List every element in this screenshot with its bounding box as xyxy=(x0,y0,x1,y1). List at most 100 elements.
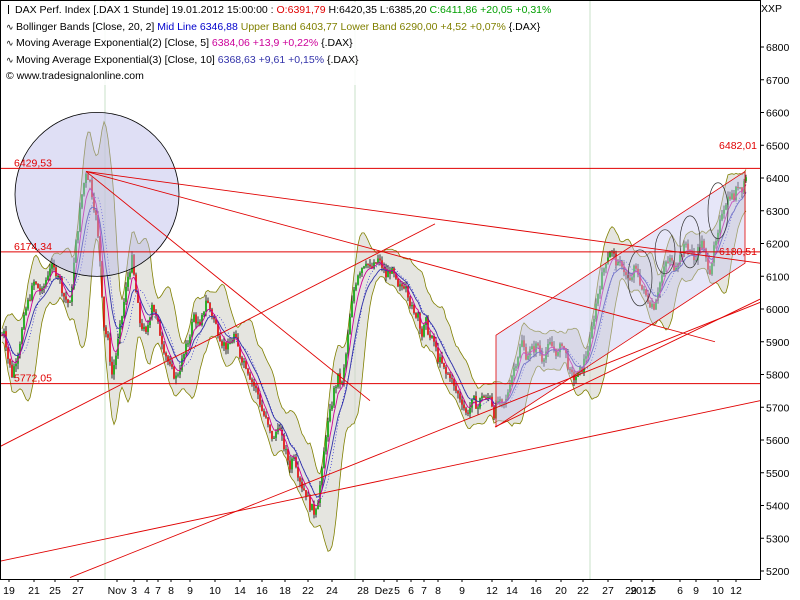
candle-body xyxy=(171,364,173,367)
candle-body xyxy=(469,407,471,414)
candle-body xyxy=(569,369,571,371)
candle-body xyxy=(605,263,607,269)
candle-body xyxy=(455,385,457,391)
candle-body xyxy=(369,264,371,267)
candle-body xyxy=(259,394,261,405)
candle-body xyxy=(345,354,347,368)
candle-body xyxy=(607,257,609,264)
candle-body xyxy=(315,509,317,515)
candle-body xyxy=(389,270,391,274)
grid xyxy=(104,0,591,579)
x-tick-label: 27 xyxy=(602,585,614,597)
y-tick-label: 5300 xyxy=(766,533,790,545)
indicator-value-part: {.DAX} xyxy=(508,20,541,33)
candle-body xyxy=(103,296,105,328)
x-tick-label: 4 xyxy=(144,585,150,597)
candle-body xyxy=(487,396,489,399)
candle-body xyxy=(245,361,247,369)
candle-body xyxy=(25,308,27,315)
candle-body xyxy=(163,344,165,353)
candle-body xyxy=(225,342,227,350)
indicator-value-part: {.DAX} xyxy=(326,53,359,66)
candle-body xyxy=(511,375,513,385)
candle-symbol-icon xyxy=(8,5,12,14)
candle-body xyxy=(309,495,311,511)
candle-body xyxy=(705,248,707,258)
candle-body xyxy=(717,232,719,242)
candle-body xyxy=(711,262,713,275)
candle-body xyxy=(661,275,663,283)
candle-body xyxy=(657,292,659,301)
candle-body xyxy=(421,328,423,337)
candle-body xyxy=(185,343,187,355)
open-value: O:6391,79 xyxy=(276,4,326,16)
candle-body xyxy=(683,244,685,257)
candle-body xyxy=(439,357,441,363)
candle-body xyxy=(419,313,421,329)
y-tick-label: 5900 xyxy=(766,337,790,349)
y-tick-label: 5200 xyxy=(766,566,790,578)
candle-body xyxy=(285,449,287,451)
legend-header: DAX Perf. Index [.DAX 1 Stunde] 19.01.20… xyxy=(6,2,551,19)
candle-body xyxy=(445,367,447,374)
candle-body xyxy=(201,315,203,326)
candle-body xyxy=(183,354,185,359)
axes xyxy=(0,0,764,582)
candle-body xyxy=(437,347,439,363)
candle-body xyxy=(95,210,97,215)
candle-body xyxy=(735,187,737,201)
candle-body xyxy=(83,183,85,195)
candle-body xyxy=(729,196,731,200)
candle-body xyxy=(431,335,433,338)
candle-body xyxy=(181,358,183,371)
candle-body xyxy=(415,312,417,318)
candle-body xyxy=(21,328,23,344)
x-tick-label: 9 xyxy=(693,585,699,597)
candle-body xyxy=(739,187,741,189)
candle-body xyxy=(33,281,35,286)
candle-body xyxy=(559,343,561,353)
candle-body xyxy=(31,285,33,301)
candle-body xyxy=(435,341,437,348)
candle-body xyxy=(343,367,345,382)
candle-body xyxy=(583,358,585,372)
candle-body xyxy=(275,431,277,438)
plot-frame xyxy=(0,0,761,580)
candle-body xyxy=(417,313,419,318)
candle-body xyxy=(347,334,349,355)
candle-body xyxy=(341,381,343,383)
indicator-value-part: Mid Line 6346,88 xyxy=(157,20,241,33)
candle-body xyxy=(429,334,431,338)
level-label: 6180,51 xyxy=(719,246,757,258)
candle-body xyxy=(499,399,501,401)
candle-body xyxy=(127,276,129,287)
candle-body xyxy=(359,272,361,276)
candle-body xyxy=(327,421,329,438)
candle-body xyxy=(561,343,563,346)
candle-body xyxy=(517,357,519,367)
candle-body xyxy=(433,335,435,342)
candle-body xyxy=(157,315,159,322)
candle-body xyxy=(655,300,657,310)
y-tick-label: 6800 xyxy=(766,42,790,54)
candle-body xyxy=(533,346,535,353)
trend-line xyxy=(85,171,761,264)
candle-body xyxy=(1,335,3,337)
candle-body xyxy=(405,286,407,289)
x-tick-label: 22 xyxy=(302,585,314,597)
candle-body xyxy=(145,326,147,332)
candle-body xyxy=(69,301,71,303)
candle-body xyxy=(609,252,611,258)
x-tick-label: 19 xyxy=(3,585,15,597)
candle-body xyxy=(365,263,367,267)
candle-body xyxy=(35,281,37,284)
candle-body xyxy=(115,355,117,366)
candle-body xyxy=(603,268,605,273)
candle-body xyxy=(483,396,485,398)
candle-body xyxy=(721,213,723,220)
highlight-circle xyxy=(14,111,180,277)
candle-body xyxy=(311,503,313,511)
candle-body xyxy=(617,261,619,266)
legend-ema-5: ∿ Moving Average Exponential(2) [Close, 5… xyxy=(6,35,551,52)
